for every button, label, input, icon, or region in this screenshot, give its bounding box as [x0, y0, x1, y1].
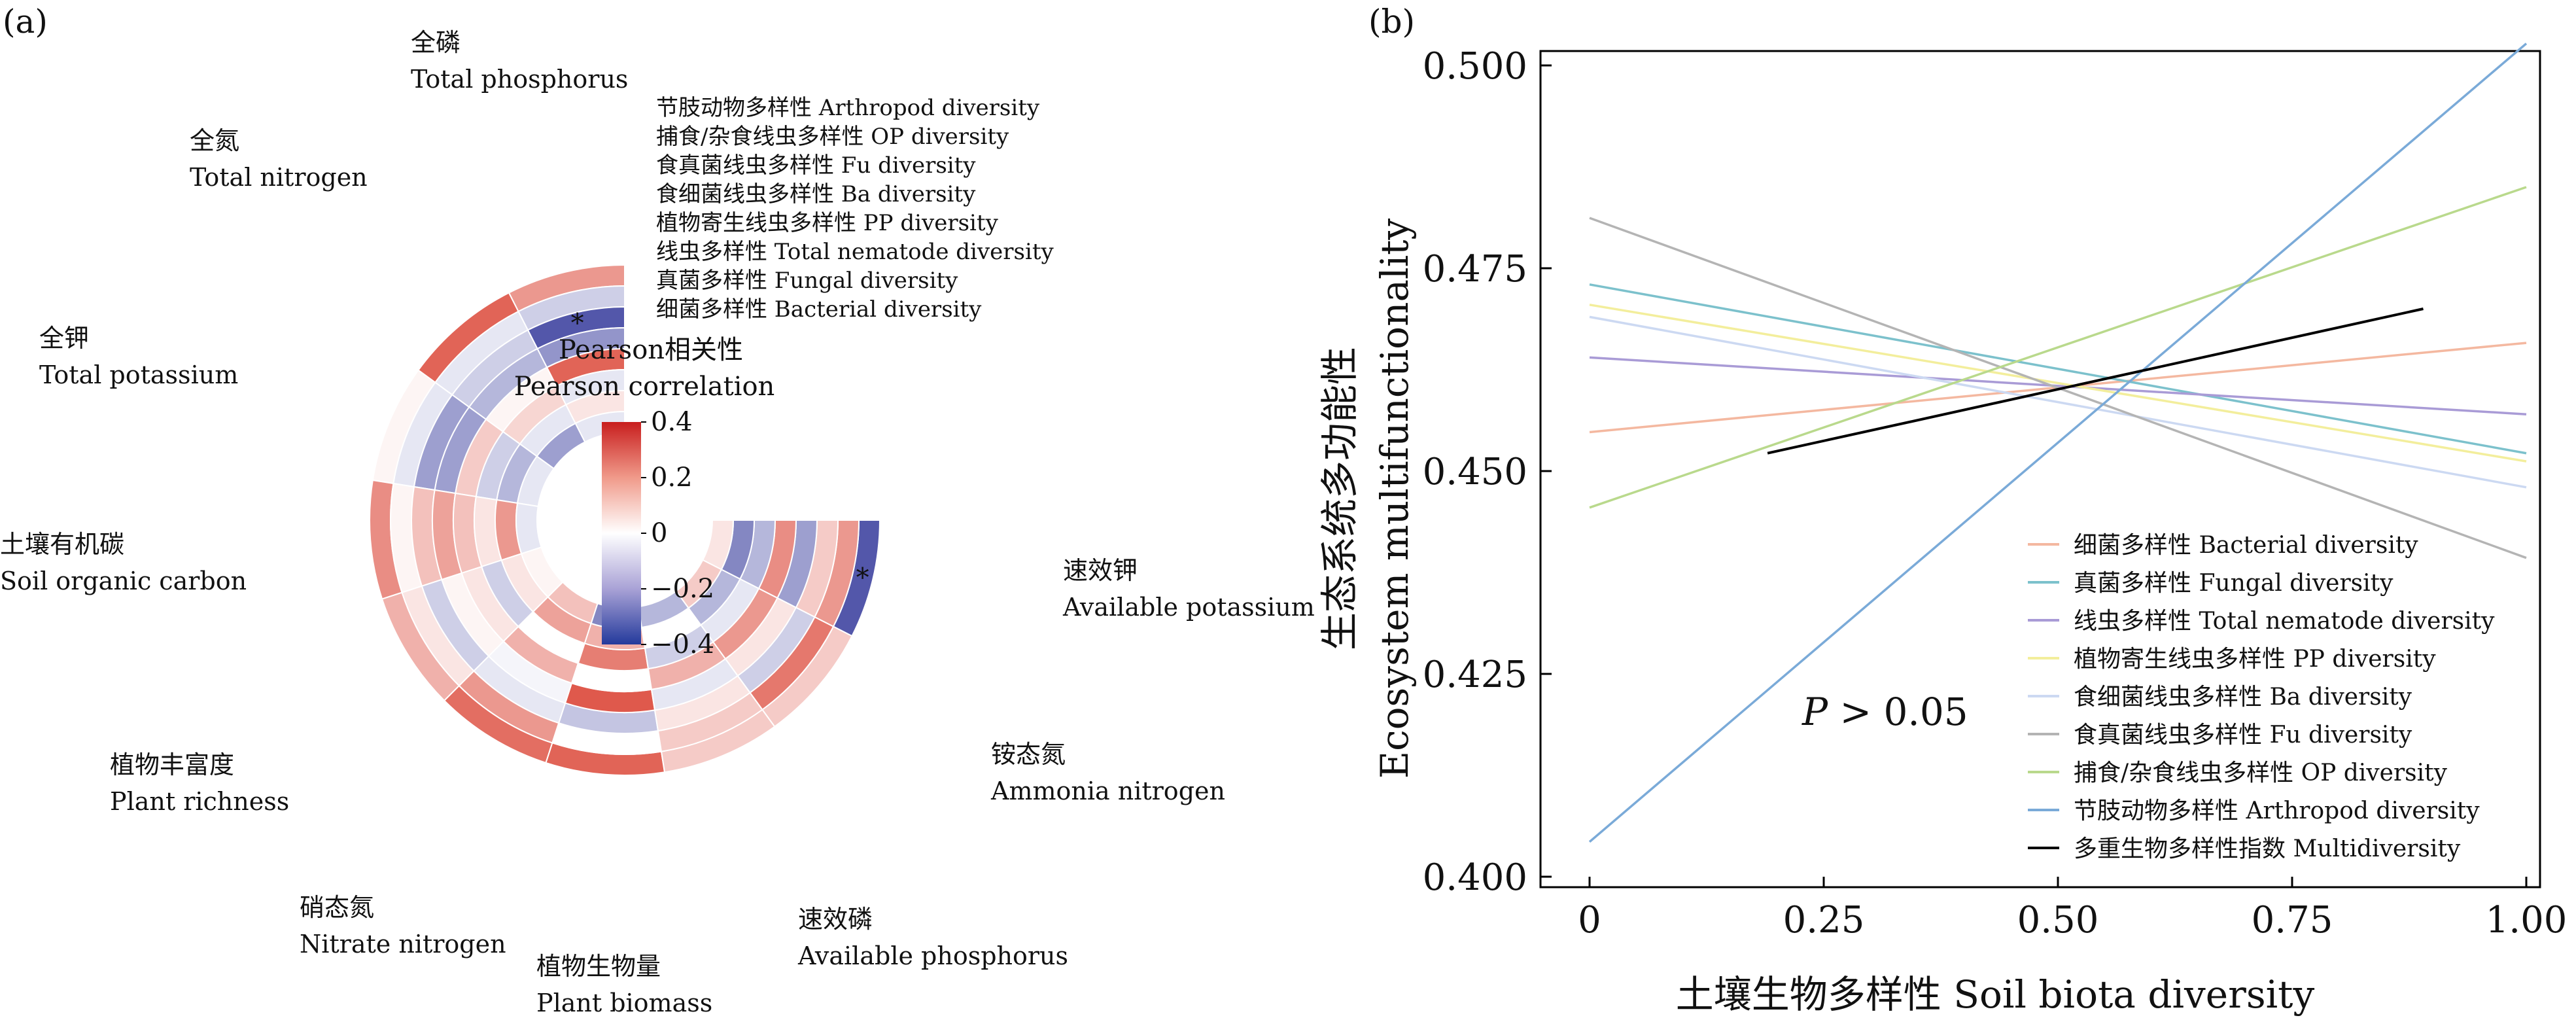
legend-title-en: Pearson correlation: [514, 372, 775, 402]
row-label: 节肢动物多样性 Arthropod diversity: [656, 95, 1040, 121]
column-label-zh: 硝态氮: [300, 893, 374, 922]
series-line: [1589, 186, 2527, 509]
colorbar-legend: Pearson相关性 Pearson correlation 0.4 0.2 0 −0…: [514, 335, 775, 659]
colorbar-ticks: 0.4 0.2 0 −0.2 −0.4: [641, 407, 714, 659]
series-line: [1588, 43, 2528, 843]
row-label: 食真菌线虫多样性 Fu diversity: [656, 152, 976, 179]
legend-label: 捕食/杂食线虫多样性 OP diversity: [2074, 760, 2448, 786]
x-axis-label: 土壤生物多样性 Soil biota diversity: [1676, 972, 2315, 1017]
column-label-en: Total potassium: [39, 361, 238, 389]
panel-a-label: (a): [3, 3, 48, 41]
y-tick-label: 0.500: [1423, 45, 1527, 88]
y-tick-label: 0.400: [1423, 856, 1527, 899]
column-label-en: Soil organic carbon: [0, 567, 247, 595]
circular-heatmap-panel: (a) 节肢动物多样性 Arthropod diversity 捕食/杂食线虫多样…: [0, 3, 1315, 1017]
row-label: 植物寄生线虫多样性 PP diversity: [656, 210, 999, 236]
x-tick-label: 1.00: [2486, 899, 2567, 941]
series-line: [1589, 283, 2527, 455]
series-line: [1589, 304, 2527, 463]
column-label-en: Available potassium: [1062, 593, 1315, 622]
series-lines: [1588, 43, 2528, 843]
column-label-zh: 土壤有机碳: [0, 530, 124, 559]
p-value-annotation: P > 0.05: [1801, 690, 1968, 734]
y-axis-label-zh: 生态系统多功能性: [1317, 347, 1362, 650]
column-label-zh: 铵态氮: [991, 740, 1066, 769]
row-label: 捕食/杂食线虫多样性 OP diversity: [656, 124, 1009, 150]
series-legend: 细菌多样性 Bacterial diversity 真菌多样性 Fungal di…: [2028, 532, 2495, 862]
column-label-zh: 速效钾: [1063, 556, 1138, 585]
column-label-zh: 全氮: [190, 126, 239, 155]
column-label-en: Total phosphorus: [411, 65, 628, 94]
panel-b-label: (b): [1368, 3, 1415, 41]
y-tick-label: 0.450: [1423, 451, 1527, 493]
row-label: 细菌多样性 Bacterial diversity: [656, 296, 982, 323]
significance-marks: **: [571, 309, 869, 593]
column-label-zh: 全钾: [39, 324, 89, 353]
x-tick-label: 0.25: [1783, 899, 1865, 941]
legend-label: 食细菌线虫多样性 Ba diversity: [2074, 684, 2412, 711]
y-axis-label-en: Ecosystem multifunctionality: [1372, 219, 1417, 779]
column-label-zh: 全磷: [411, 28, 461, 57]
series-line: [1589, 217, 2527, 559]
colorbar: [602, 422, 641, 644]
column-labels: 全磷 Total phosphorus 全氮 Total nitrogen 全钾 Tota…: [0, 28, 1315, 1017]
y-tick-label: 0.475: [1423, 248, 1527, 290]
column-label-en: Total nitrogen: [190, 163, 368, 192]
colorbar-tick-label: −0.4: [651, 629, 714, 659]
row-label: 真菌多样性 Fungal diversity: [656, 268, 958, 294]
column-label-en: Ammonia nitrogen: [990, 777, 1225, 805]
x-tick-label: 0.75: [2252, 899, 2333, 941]
legend-label: 细菌多样性 Bacterial diversity: [2074, 532, 2418, 559]
colorbar-tick-label: 0: [651, 518, 667, 548]
x-axis: 0 0.25 0.50 0.75 1.00: [1578, 877, 2567, 941]
series-line: [1589, 315, 2527, 489]
x-tick-label: 0.50: [2017, 899, 2099, 941]
p-value-italic: P: [1801, 690, 1828, 734]
legend-label: 节肢动物多样性 Arthropod diversity: [2074, 798, 2480, 824]
row-label: 食细菌线虫多样性 Ba diversity: [656, 181, 976, 207]
column-label-zh: 速效磷: [798, 905, 873, 934]
legend-label: 食真菌线虫多样性 Fu diversity: [2074, 722, 2412, 748]
heatmap-cell: [515, 502, 542, 555]
column-label-en: Available phosphorus: [797, 941, 1068, 970]
significance-star: *: [856, 563, 869, 593]
legend-label: 真菌多样性 Fungal diversity: [2074, 570, 2393, 597]
colorbar-tick-label: −0.2: [651, 574, 714, 604]
y-axis: 0.400 0.425 0.450 0.475 0.500: [1423, 45, 1552, 899]
legend-label: 植物寄生线虫多样性 PP diversity: [2074, 646, 2436, 673]
column-label-en: Nitrate nitrogen: [300, 930, 506, 958]
legend-label: 多重生物多样性指数 Multidiversity: [2074, 835, 2461, 862]
colorbar-tick-label: 0.2: [651, 463, 693, 493]
series-line: [1589, 356, 2527, 415]
y-tick-label: 0.425: [1423, 654, 1527, 696]
legend-label: 线虫多样性 Total nematode diversity: [2074, 608, 2495, 635]
column-label-zh: 植物生物量: [536, 952, 661, 981]
row-label: 线虫多样性 Total nematode diversity: [656, 239, 1054, 265]
column-label-en: Plant richness: [110, 787, 289, 816]
colorbar-tick-label: 0.4: [651, 407, 693, 437]
p-value-rest: > 0.05: [1828, 690, 1968, 734]
series-line: [1767, 308, 2424, 455]
heatmap-cell: [702, 519, 735, 571]
column-label-en: Plant biomass: [536, 989, 712, 1017]
significance-star: *: [571, 309, 584, 339]
plot-frame: [1539, 50, 2541, 888]
column-label-zh: 植物丰富度: [110, 750, 234, 779]
x-tick-label: 0: [1578, 899, 1601, 941]
legend-title-zh: Pearson相关性: [559, 335, 743, 365]
row-labels: 节肢动物多样性 Arthropod diversity 捕食/杂食线虫多样性 OP…: [656, 95, 1054, 323]
